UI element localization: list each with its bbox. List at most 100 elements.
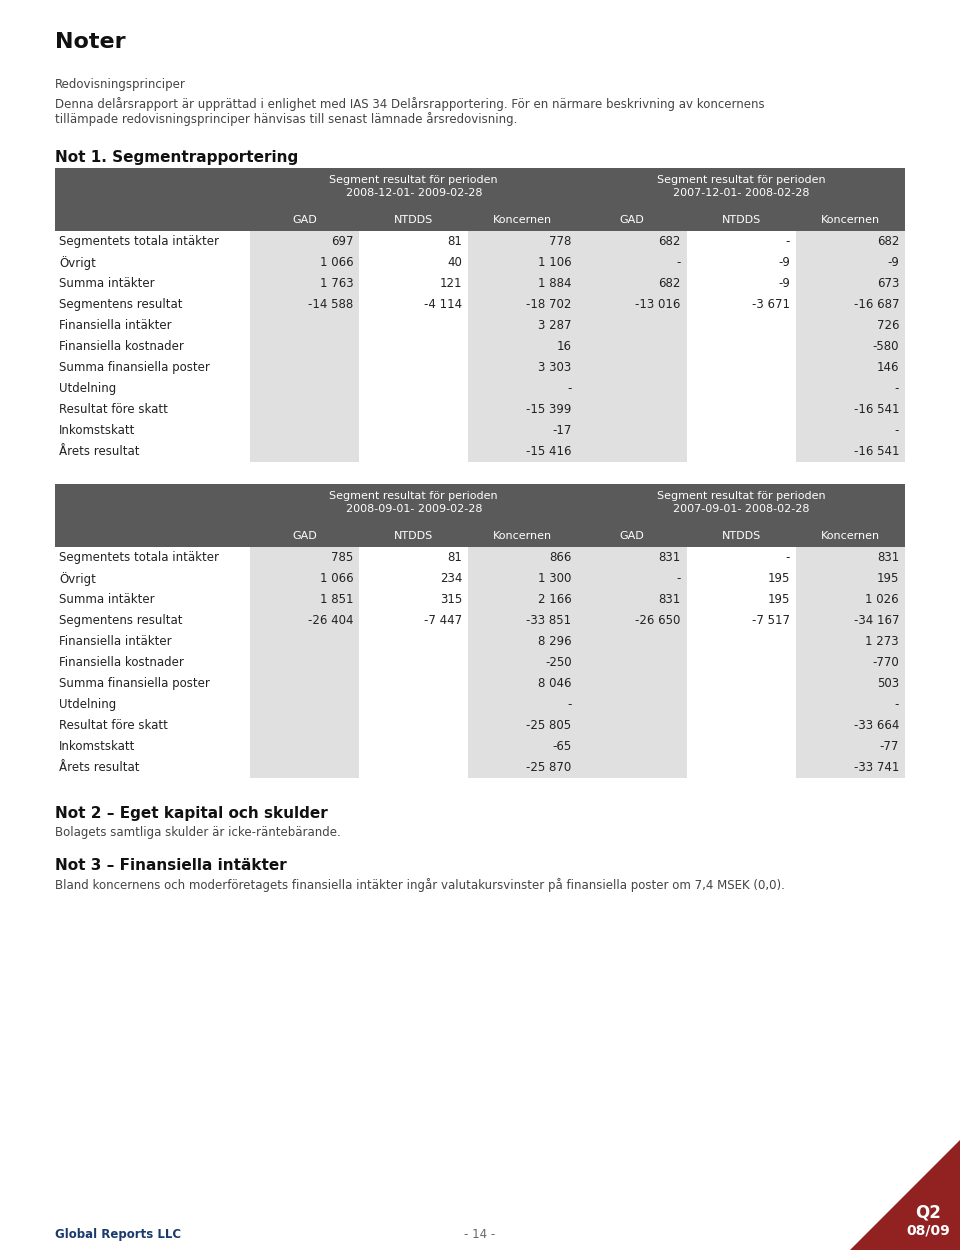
Text: 1 026: 1 026 — [865, 592, 899, 606]
Text: Finansiella kostnader: Finansiella kostnader — [59, 340, 184, 352]
Text: -580: -580 — [873, 340, 899, 352]
Text: 1 884: 1 884 — [538, 278, 571, 290]
Text: Q2: Q2 — [915, 1202, 941, 1221]
Text: Segmentens resultat: Segmentens resultat — [59, 298, 182, 311]
Text: NTDDS: NTDDS — [722, 215, 761, 225]
Text: -65: -65 — [552, 740, 571, 752]
Text: Övrigt: Övrigt — [59, 572, 96, 586]
Text: 1 106: 1 106 — [538, 256, 571, 269]
Text: -33 851: -33 851 — [526, 614, 571, 628]
Text: -13 016: -13 016 — [636, 298, 681, 311]
Text: 2008-12-01- 2009-02-28: 2008-12-01- 2009-02-28 — [346, 188, 482, 198]
Text: 726: 726 — [876, 319, 899, 332]
Text: Koncernen: Koncernen — [821, 531, 880, 541]
Text: 1 273: 1 273 — [865, 635, 899, 648]
Text: GAD: GAD — [620, 215, 644, 225]
Text: -: - — [895, 698, 899, 711]
Text: 195: 195 — [767, 572, 790, 585]
Text: 3 303: 3 303 — [539, 361, 571, 374]
Text: Årets resultat: Årets resultat — [59, 761, 139, 774]
Text: Segment resultat för perioden: Segment resultat för perioden — [657, 491, 826, 501]
Bar — [468, 231, 578, 462]
Text: -: - — [676, 256, 681, 269]
Text: Årets resultat: Årets resultat — [59, 445, 139, 458]
Text: -: - — [676, 572, 681, 585]
Bar — [796, 548, 905, 778]
Text: -16 687: -16 687 — [853, 298, 899, 311]
Text: Inkomstskatt: Inkomstskatt — [59, 740, 135, 752]
Text: 8 296: 8 296 — [538, 635, 571, 648]
Bar — [796, 231, 905, 462]
Text: Denna delårsrapport är upprättad i enlighet med IAS 34 Delårsrapportering. För e: Denna delårsrapport är upprättad i enlig… — [55, 98, 764, 111]
Text: -: - — [895, 382, 899, 395]
Bar — [250, 231, 359, 462]
Text: Segmentens resultat: Segmentens resultat — [59, 614, 182, 628]
Text: Finansiella intäkter: Finansiella intäkter — [59, 319, 172, 332]
Text: -3 671: -3 671 — [752, 298, 790, 311]
Text: 2007-09-01- 2008-02-28: 2007-09-01- 2008-02-28 — [673, 504, 809, 514]
Text: 2008-09-01- 2009-02-28: 2008-09-01- 2009-02-28 — [346, 504, 482, 514]
Text: -16 541: -16 541 — [853, 402, 899, 416]
Text: 16: 16 — [557, 340, 571, 352]
Bar — [55, 484, 905, 548]
Text: -7 447: -7 447 — [424, 614, 463, 628]
Text: -: - — [567, 698, 571, 711]
Text: -15 399: -15 399 — [526, 402, 571, 416]
Text: -9: -9 — [778, 256, 790, 269]
Text: 503: 503 — [876, 678, 899, 690]
Text: Redovisningsprinciper: Redovisningsprinciper — [55, 78, 186, 91]
Text: 831: 831 — [659, 592, 681, 606]
Text: 315: 315 — [440, 592, 463, 606]
Text: -33 741: -33 741 — [853, 761, 899, 774]
Text: Segment resultat för perioden: Segment resultat för perioden — [657, 175, 826, 185]
Bar — [55, 168, 905, 231]
Text: Koncernen: Koncernen — [493, 215, 552, 225]
Text: 40: 40 — [447, 256, 463, 269]
Text: Inkomstskatt: Inkomstskatt — [59, 424, 135, 438]
Text: 2007-12-01- 2008-02-28: 2007-12-01- 2008-02-28 — [673, 188, 809, 198]
Text: 2 166: 2 166 — [538, 592, 571, 606]
Text: Summa finansiella poster: Summa finansiella poster — [59, 361, 210, 374]
Text: -26 650: -26 650 — [636, 614, 681, 628]
Text: 195: 195 — [767, 592, 790, 606]
Text: 3 287: 3 287 — [538, 319, 571, 332]
Text: Segmentets totala intäkter: Segmentets totala intäkter — [59, 551, 219, 564]
Text: Global Reports LLC: Global Reports LLC — [55, 1228, 181, 1241]
Text: -14 588: -14 588 — [308, 298, 353, 311]
Text: Noter: Noter — [55, 32, 126, 52]
Text: Resultat före skatt: Resultat före skatt — [59, 402, 168, 416]
Text: -25 805: -25 805 — [526, 719, 571, 732]
Text: -34 167: -34 167 — [853, 614, 899, 628]
Text: -: - — [895, 424, 899, 438]
Text: -17: -17 — [552, 424, 571, 438]
Text: 8 046: 8 046 — [538, 678, 571, 690]
Text: -16 541: -16 541 — [853, 445, 899, 458]
Text: -7 517: -7 517 — [752, 614, 790, 628]
Text: -770: -770 — [873, 656, 899, 669]
Text: Finansiella intäkter: Finansiella intäkter — [59, 635, 172, 648]
Text: Utdelning: Utdelning — [59, 698, 116, 711]
Text: 866: 866 — [549, 551, 571, 564]
Text: 81: 81 — [447, 551, 463, 564]
Text: Övrigt: Övrigt — [59, 256, 96, 270]
Text: -9: -9 — [887, 256, 899, 269]
Text: 08/09: 08/09 — [906, 1222, 949, 1238]
Text: 673: 673 — [876, 278, 899, 290]
Text: 831: 831 — [659, 551, 681, 564]
Text: NTDDS: NTDDS — [722, 531, 761, 541]
Text: Not 2 – Eget kapital och skulder: Not 2 – Eget kapital och skulder — [55, 806, 327, 821]
Text: -25 870: -25 870 — [526, 761, 571, 774]
Text: 146: 146 — [876, 361, 899, 374]
Text: -26 404: -26 404 — [307, 614, 353, 628]
Text: Resultat före skatt: Resultat före skatt — [59, 719, 168, 732]
Text: 1 300: 1 300 — [539, 572, 571, 585]
Text: -: - — [785, 235, 790, 248]
Text: GAD: GAD — [292, 531, 317, 541]
Bar — [578, 548, 686, 778]
Text: Summa intäkter: Summa intäkter — [59, 592, 155, 606]
Text: NTDDS: NTDDS — [395, 215, 433, 225]
Bar — [578, 231, 686, 462]
Text: Not 3 – Finansiella intäkter: Not 3 – Finansiella intäkter — [55, 858, 287, 872]
Text: -4 114: -4 114 — [424, 298, 463, 311]
Text: Bolagets samtliga skulder är icke-räntebärande.: Bolagets samtliga skulder är icke-ränteb… — [55, 826, 341, 839]
